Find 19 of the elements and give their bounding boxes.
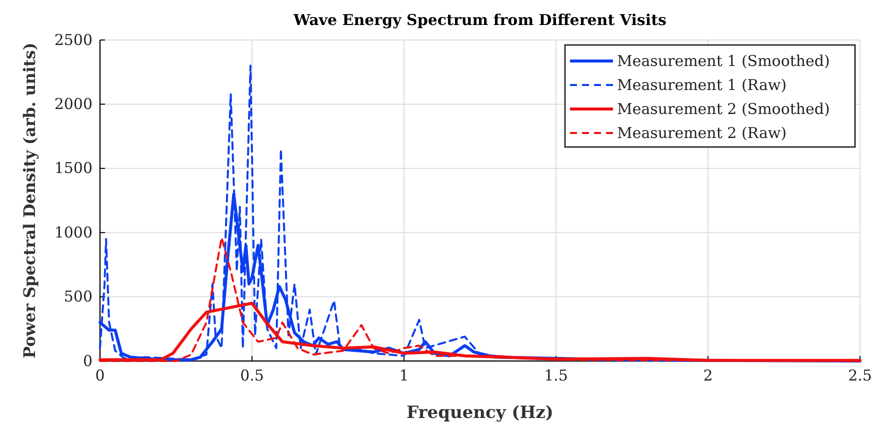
legend-label: Measurement 2 (Raw) (617, 124, 787, 142)
x-tick-label: 1 (399, 366, 409, 384)
x-tick-label: 2.5 (848, 366, 872, 384)
x-tick-label: 2 (703, 366, 713, 384)
y-tick-label: 500 (64, 288, 92, 306)
chart-title: Wave Energy Spectrum from Different Visits (292, 11, 666, 29)
x-axis-title: Frequency (Hz) (406, 403, 554, 423)
legend-label: Measurement 1 (Smoothed) (617, 52, 830, 70)
legend-label: Measurement 1 (Raw) (617, 76, 787, 94)
y-tick-label: 0 (82, 352, 92, 370)
y-tick-label: 1000 (54, 223, 92, 242)
y-tick-label: 2000 (54, 95, 92, 113)
y-axis-title: Power Spectral Density (arb. units) (20, 42, 39, 358)
x-tick-label: 0.5 (240, 366, 264, 384)
legend-label: Measurement 2 (Smoothed) (617, 100, 830, 118)
x-tick-label: 1.5 (544, 366, 568, 384)
x-tick-label: 0 (95, 366, 105, 384)
y-tick-label: 2500 (54, 30, 92, 49)
y-tick-label: 1500 (54, 159, 92, 178)
